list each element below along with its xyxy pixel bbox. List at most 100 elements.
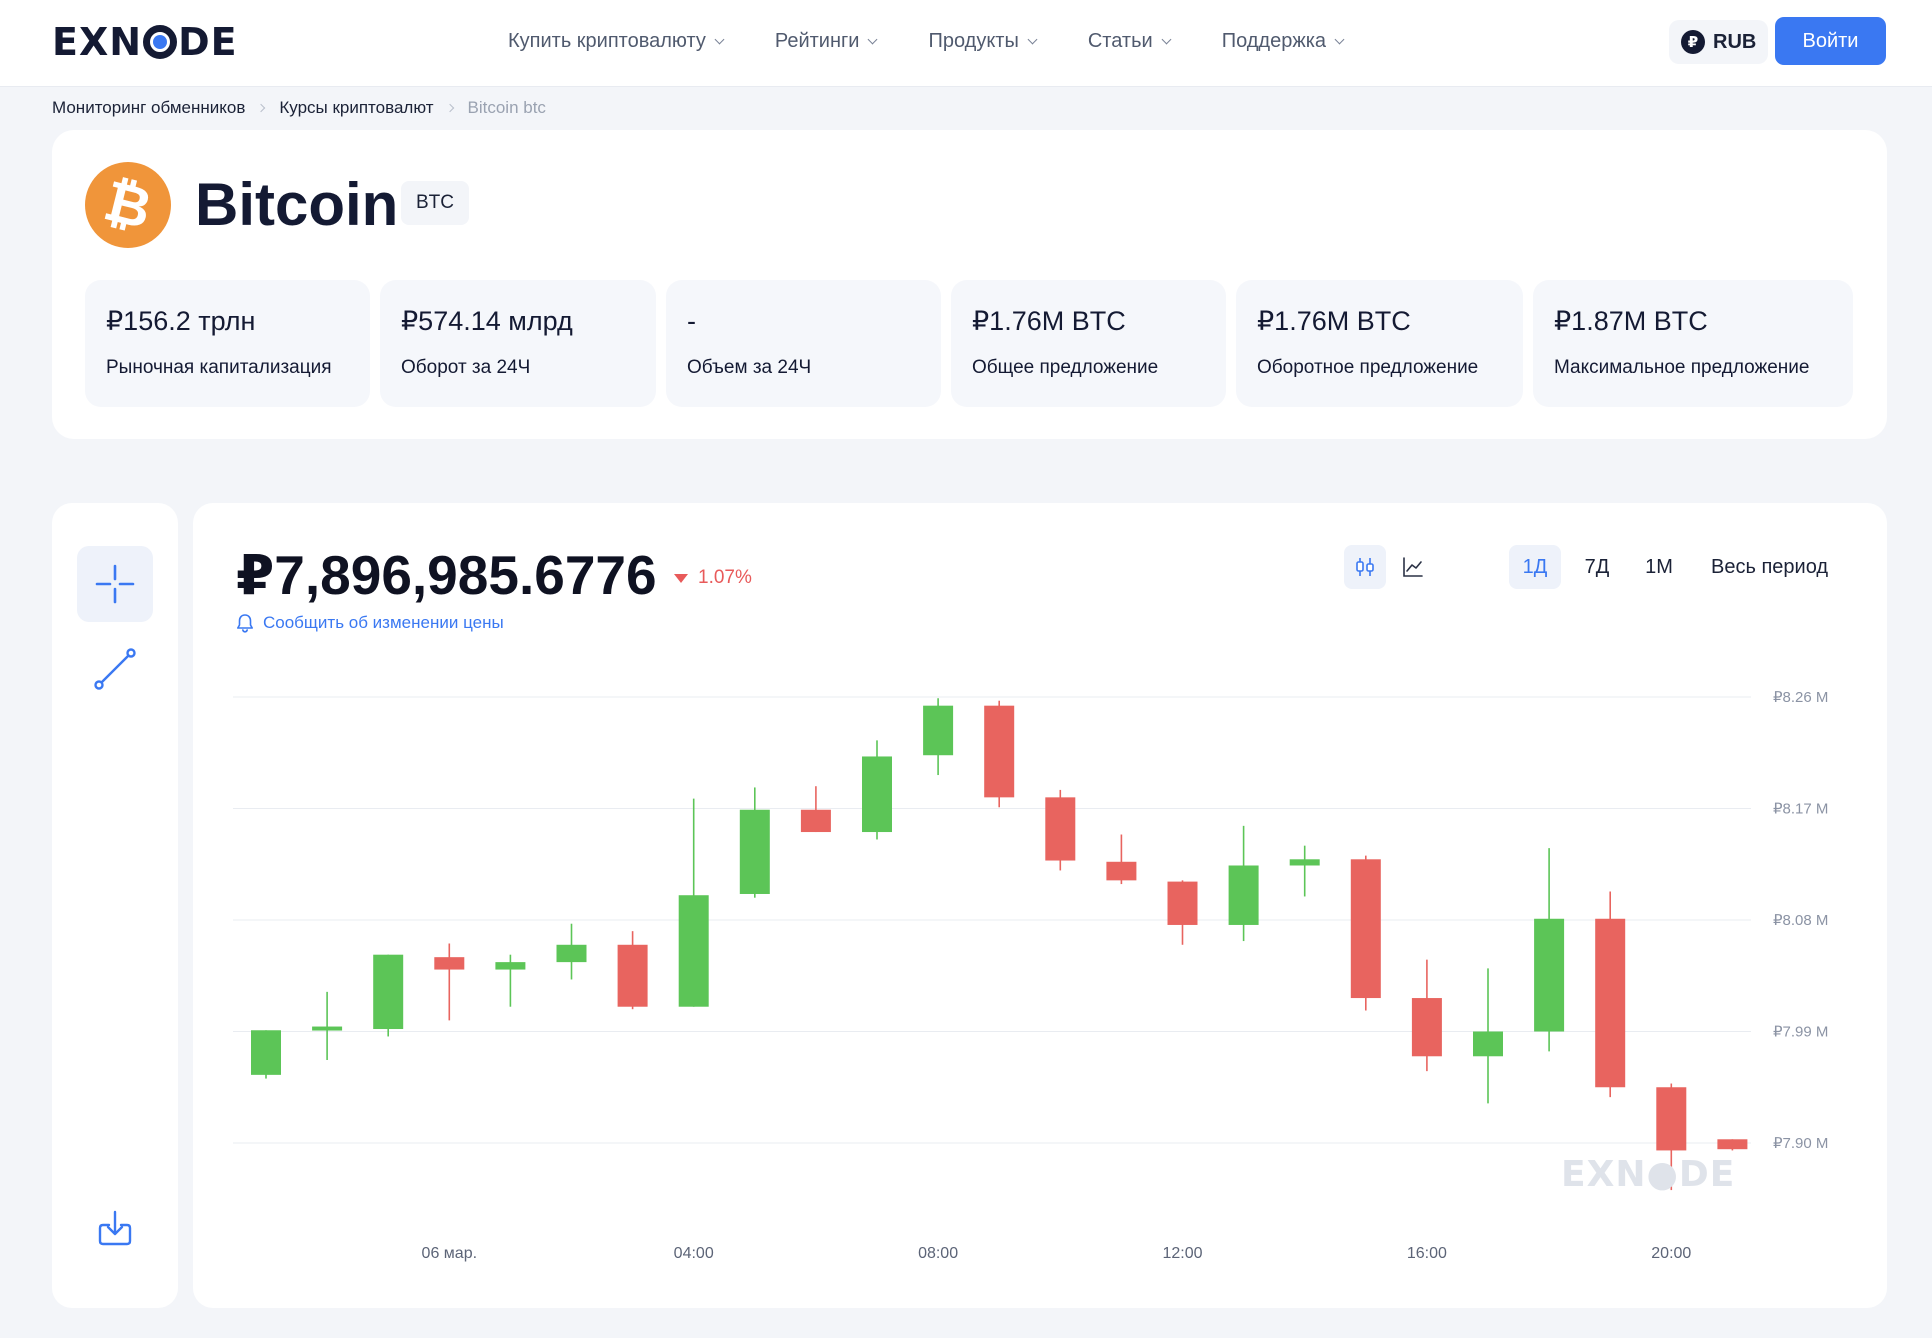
chevron-down-icon bbox=[1027, 34, 1038, 45]
stat-value: - bbox=[687, 306, 696, 336]
period-1m[interactable]: 1М bbox=[1645, 555, 1673, 578]
top-header: EXN DE Купить криптовалюту Рейтинги Проду… bbox=[0, 0, 1932, 87]
candle-body bbox=[739, 809, 770, 894]
exnode-logo[interactable]: EXN DE bbox=[52, 16, 238, 68]
candle-body bbox=[923, 705, 954, 756]
candle bbox=[923, 698, 954, 776]
candle bbox=[1228, 825, 1259, 942]
candle bbox=[1473, 968, 1503, 1104]
x-tick-label: 20:00 bbox=[1651, 1245, 1691, 1262]
candle-body bbox=[251, 1030, 281, 1075]
price-alert-link[interactable]: Сообщить об изменении цены bbox=[236, 613, 504, 633]
x-tick-label: 12:00 bbox=[1162, 1245, 1202, 1262]
period-all-time[interactable]: Весь период bbox=[1711, 555, 1829, 578]
line-chart-icon bbox=[1403, 557, 1423, 577]
candle bbox=[1167, 880, 1198, 945]
arrow-down-icon bbox=[674, 573, 688, 583]
nav-label: Статьи bbox=[1087, 30, 1153, 52]
crosshair-tool-button[interactable] bbox=[77, 546, 153, 622]
candle-body bbox=[1656, 1087, 1687, 1151]
chevron-right-icon bbox=[257, 103, 266, 113]
candle-body bbox=[1717, 1139, 1748, 1150]
stat-label: Объем за 24Ч bbox=[687, 357, 812, 378]
stat-label: Оборотное предложение bbox=[1257, 357, 1479, 378]
candle-body bbox=[1167, 881, 1198, 925]
logo-text-right: DE bbox=[178, 20, 238, 64]
y-tick-label: ₽8.17 M bbox=[1773, 801, 1828, 818]
x-tick-label: 04:00 bbox=[674, 1245, 714, 1262]
currency-selector[interactable]: ₽ RUB bbox=[1669, 20, 1769, 64]
nav-label: Купить криптовалюту bbox=[508, 30, 706, 52]
nav-label: Продукты bbox=[928, 30, 1019, 52]
breadcrumb: Мониторинг обменников Курсы криптовалют … bbox=[52, 96, 546, 120]
price-chart-card: ₽7,896,985.6776 1.07% Сообщить об измене… bbox=[193, 503, 1887, 1308]
candlestick-icon bbox=[1356, 558, 1374, 576]
candle bbox=[739, 787, 770, 898]
coin-stats: ₽156.2 трлн Рыночная капитализация ₽574.… bbox=[85, 280, 1853, 407]
candle-body bbox=[556, 944, 587, 963]
nav-ratings[interactable]: Рейтинги bbox=[775, 30, 878, 53]
candle bbox=[434, 943, 465, 1021]
chart-type-candles[interactable] bbox=[1344, 545, 1386, 589]
logo-o-icon bbox=[143, 25, 178, 59]
candle bbox=[800, 786, 831, 833]
nav-articles[interactable]: Статьи bbox=[1087, 30, 1172, 53]
candle bbox=[251, 1030, 281, 1079]
logo-text-left: EXN bbox=[52, 20, 143, 64]
candle-body bbox=[312, 1026, 343, 1031]
chart-tools-panel bbox=[52, 503, 178, 1308]
candle-body bbox=[984, 705, 1015, 798]
stat-market-cap: ₽156.2 трлн Рыночная капитализация bbox=[85, 280, 370, 407]
stat-label: Максимальное предложение bbox=[1554, 357, 1810, 378]
x-tick-label: 08:00 bbox=[918, 1245, 958, 1262]
period-7d[interactable]: 7Д bbox=[1584, 555, 1610, 578]
stat-max-supply: ₽1.87M BTC Максимальное предложение bbox=[1533, 280, 1853, 407]
y-tick-label: ₽7.99 M bbox=[1773, 1024, 1828, 1041]
candle-body bbox=[434, 957, 465, 970]
candle bbox=[678, 798, 709, 1007]
chevron-down-icon bbox=[714, 34, 725, 45]
candle bbox=[1595, 891, 1626, 1098]
bitcoin-logo-icon: ₿ bbox=[85, 162, 171, 248]
login-button[interactable]: Войти bbox=[1775, 17, 1886, 65]
candle-body bbox=[617, 944, 648, 1007]
nav-buy-crypto[interactable]: Купить криптовалюту bbox=[508, 30, 725, 53]
download-chart-button[interactable] bbox=[77, 1190, 153, 1266]
breadcrumb-item-rates[interactable]: Курсы криптовалют bbox=[279, 98, 434, 117]
candle-body bbox=[862, 756, 892, 833]
coin-ticker-badge: BTC bbox=[401, 181, 469, 225]
chart-type-line[interactable] bbox=[1392, 545, 1434, 589]
trend-line-tool-button[interactable] bbox=[77, 631, 153, 707]
trend-line-icon bbox=[94, 648, 136, 690]
candle-body bbox=[495, 962, 526, 970]
breadcrumb-item-monitoring[interactable]: Мониторинг обменников bbox=[52, 98, 246, 117]
candle-body bbox=[1350, 859, 1381, 999]
candle bbox=[617, 931, 648, 1010]
y-tick-label: ₽7.90 M bbox=[1773, 1135, 1828, 1152]
candle-body bbox=[1534, 918, 1565, 1032]
chevron-right-icon bbox=[445, 103, 454, 113]
stat-value: ₽1.76M BTC bbox=[972, 306, 1126, 336]
stat-value: ₽1.76M BTC bbox=[1257, 306, 1411, 336]
period-1d[interactable]: 1Д bbox=[1509, 545, 1561, 589]
breadcrumb-item-current: Bitcoin btc bbox=[467, 98, 546, 117]
price-alert-label: Сообщить об изменении цены bbox=[263, 613, 504, 632]
stat-turnover-24h: ₽574.14 млрд Оборот за 24Ч bbox=[380, 280, 656, 407]
stat-label: Рыночная капитализация bbox=[106, 357, 332, 378]
stat-circulating-supply: ₽1.76M BTC Оборотное предложение bbox=[1236, 280, 1523, 407]
download-icon bbox=[98, 1210, 132, 1246]
stat-value: ₽574.14 млрд bbox=[401, 306, 573, 336]
chevron-down-icon bbox=[1161, 34, 1172, 45]
stat-total-supply: ₽1.76M BTC Общее предложение bbox=[951, 280, 1226, 407]
x-tick-label: 16:00 bbox=[1407, 1245, 1447, 1262]
crosshair-icon bbox=[95, 564, 135, 604]
nav-support[interactable]: Поддержка bbox=[1222, 30, 1345, 53]
candle bbox=[1656, 1083, 1687, 1191]
nav-products[interactable]: Продукты bbox=[928, 30, 1038, 53]
candle bbox=[373, 954, 404, 1037]
candle bbox=[1289, 845, 1320, 897]
candlestick-chart[interactable]: ₽8.26 M ₽8.17 M ₽8.08 M ₽7.99 M ₽7.90 M 06 ма… bbox=[193, 503, 1887, 1308]
stat-volume-24h: - Объем за 24Ч bbox=[666, 280, 941, 407]
coin-info-card: ₿ Bitcoin BTC ₽156.2 трлн Рыночная капит… bbox=[52, 130, 1887, 439]
candle-body bbox=[1106, 861, 1137, 881]
